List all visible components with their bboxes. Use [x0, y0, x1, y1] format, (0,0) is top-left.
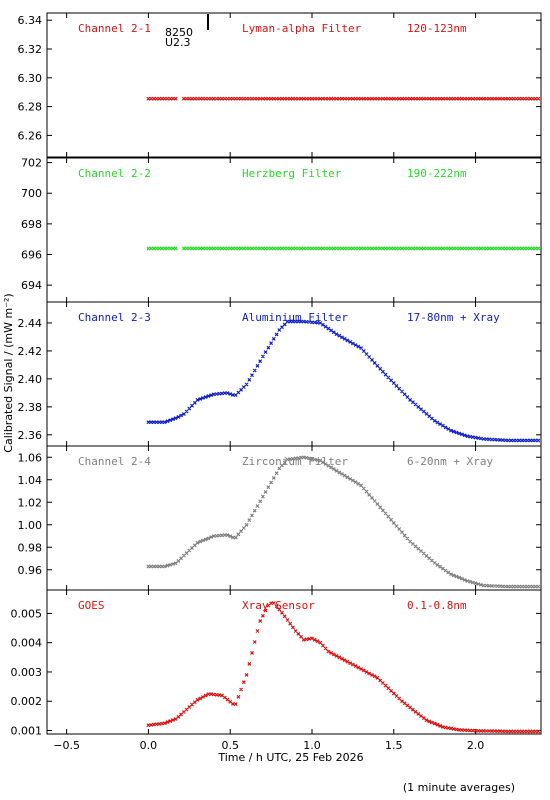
x-axis-label: Time / h UTC, 25 Feb 2026: [217, 751, 363, 764]
y-tick-label: 1.04: [18, 474, 43, 487]
x-tick-label: 2.0: [467, 739, 485, 752]
channel-name: Channel 2-1: [78, 22, 151, 35]
top-marker-label-1: 8250: [165, 26, 193, 39]
y-tick-label: 1.02: [18, 496, 43, 509]
y-tick-label: 700: [21, 187, 42, 200]
filter-name: Xray Sensor: [242, 599, 315, 612]
y-tick-label: 0.004: [11, 637, 43, 650]
y-tick-label: 2.36: [18, 429, 43, 442]
footnote: (1 minute averages): [403, 781, 515, 794]
x-tick-label: 0.5: [221, 739, 239, 752]
y-tick-label: 0.003: [11, 666, 43, 679]
x-tick-label: 1.5: [385, 739, 403, 752]
x-tick-label: 1.0: [303, 739, 321, 752]
data-series-2: [146, 246, 541, 251]
channel-name: GOES: [78, 599, 105, 612]
y-tick-label: 6.28: [18, 101, 43, 114]
y-tick-label: 6.32: [18, 43, 43, 56]
channel-name: Channel 2-4: [78, 455, 151, 468]
y-tick-label: 2.40: [18, 373, 43, 386]
panel-frame-1: [46, 12, 542, 158]
channel-name: Channel 2-3: [78, 311, 151, 324]
y-tick-label: 696: [21, 249, 42, 262]
filter-name: Lyman-alpha Filter: [242, 22, 362, 35]
y-tick-label: 702: [21, 157, 42, 170]
top-marker-label-2: U2.3: [165, 36, 191, 49]
y-tick-label: 1.06: [18, 451, 43, 464]
data-series-1: [146, 96, 541, 101]
x-tick-label: 0.0: [140, 739, 158, 752]
y-axis-label: Calibrated Signal / (mW m⁻²): [2, 293, 15, 452]
y-tick-label: 1.00: [18, 519, 43, 532]
band-range: 0.1-0.8nm: [407, 599, 467, 612]
y-tick-label: 6.26: [18, 129, 43, 142]
y-tick-label: 6.34: [18, 14, 43, 27]
y-tick-label: 0.001: [11, 724, 43, 737]
x-tick-label: −0.5: [53, 739, 80, 752]
y-tick-label: 694: [21, 279, 42, 292]
filter-name: Aluminium Filter: [242, 311, 348, 324]
band-range: 6-20nm + Xray: [407, 455, 493, 468]
band-range: 120-123nm: [407, 22, 467, 35]
channel-name: Channel 2-2: [78, 167, 151, 180]
data-series-4: [146, 455, 541, 589]
band-range: 190-222nm: [407, 167, 467, 180]
y-tick-label: 0.002: [11, 695, 43, 708]
y-tick-label: 2.42: [18, 345, 43, 358]
band-range: 17-80nm + Xray: [407, 311, 500, 324]
filter-name: Herzberg Filter: [242, 167, 342, 180]
y-tick-label: 0.96: [18, 564, 43, 577]
y-tick-label: 0.98: [18, 541, 43, 554]
y-tick-label: 6.30: [18, 72, 43, 85]
chart-panels: 6.26 6.28 6.30 6.32 6.34 Channel 2-1 Lyman-alp…: [11, 12, 542, 752]
panel-frame-5: [46, 589, 542, 735]
y-tick-label: 0.005: [11, 607, 43, 620]
y-tick-label: 2.44: [18, 317, 43, 330]
data-series-5: [146, 601, 541, 734]
filter-name: Zirconium Filter: [242, 455, 348, 468]
y-tick-label: 2.38: [18, 401, 43, 414]
data-series-3: [146, 319, 541, 443]
y-tick-label: 698: [21, 218, 42, 231]
